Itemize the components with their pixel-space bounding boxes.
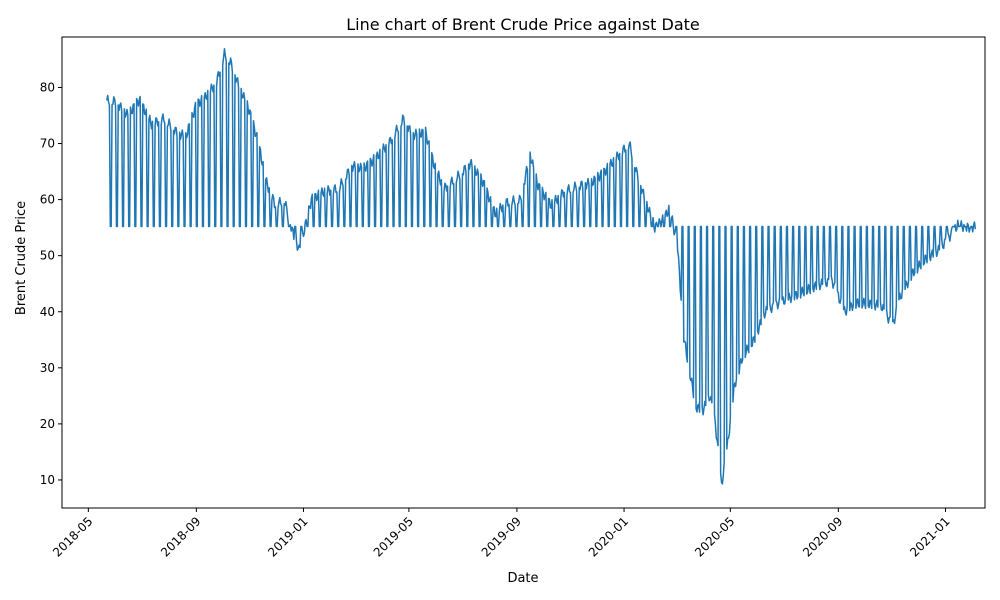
chart-title: Line chart of Brent Crude Price against … — [346, 15, 700, 34]
y-tick-label: 30 — [40, 361, 55, 375]
y-tick-label: 50 — [40, 249, 55, 263]
y-tick-label: 80 — [40, 80, 55, 94]
y-tick-label: 40 — [40, 305, 55, 319]
y-tick-label: 60 — [40, 193, 55, 207]
plot-area — [106, 48, 977, 485]
y-axis: 10 20 30 40 50 60 70 80 — [40, 80, 62, 487]
y-tick-label: 20 — [40, 417, 55, 431]
y-axis-label: Brent Crude Price — [14, 201, 29, 315]
brent-price-line — [106, 48, 977, 485]
plot-frame — [61, 36, 986, 509]
y-tick-label: 10 — [40, 473, 55, 487]
x-axis-label: Date — [507, 571, 538, 586]
y-tick-label: 70 — [40, 137, 55, 151]
